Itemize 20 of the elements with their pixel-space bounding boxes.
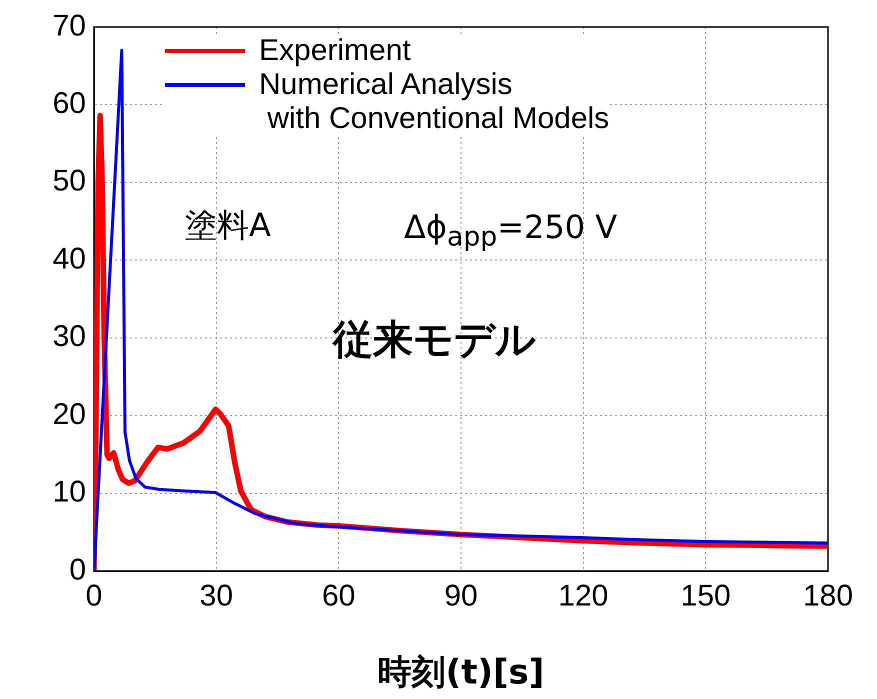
y-tick-label: 0 (69, 553, 86, 586)
y-tick-label: 60 (52, 86, 86, 120)
x-tick-label: 120 (558, 579, 608, 612)
x-tick-label: 60 (322, 579, 356, 612)
y-tick-label: 40 (52, 242, 86, 276)
y-tick-label: 50 (52, 164, 86, 198)
x-tick-label: 180 (802, 579, 854, 612)
x-tick-label: 90 (444, 579, 478, 612)
x-axis-title: 時刻(t)[s] (378, 652, 544, 692)
y-tick-label: 30 (52, 320, 86, 354)
legend-label: Numerical Analysis with Conventional Models (259, 68, 610, 136)
legend-label: Experiment (259, 34, 411, 68)
y-tick-label: 10 (52, 476, 86, 509)
annotation: 塗料A (185, 206, 271, 244)
x-tick-label: 150 (680, 579, 731, 612)
annotation: 従来モデル (333, 317, 536, 363)
y-tick-label: 70 (52, 9, 86, 42)
annotation: Δϕ$_{app}$=250 V (404, 208, 618, 252)
x-tick-label: 30 (200, 579, 234, 612)
y-tick-label: 20 (52, 398, 86, 431)
